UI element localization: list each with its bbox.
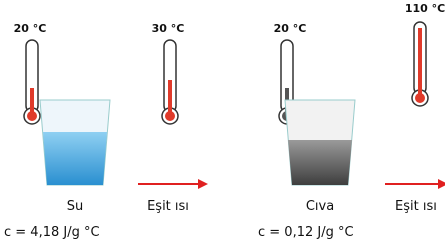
arrow-head (198, 179, 208, 189)
liquid-name: Su (67, 199, 84, 214)
thermometer (24, 40, 40, 124)
specific-heat: c = 0,12 J/g °C (258, 225, 354, 240)
arrow-label: Eşit ısı (395, 199, 437, 214)
liquid-name: Cıva (306, 199, 334, 214)
end-temp: 30 °C (152, 22, 185, 35)
start-temp: 20 °C (274, 22, 307, 35)
specific-heat: c = 4,18 J/g °C (4, 225, 100, 240)
page: 20 °C Su 30 °C Eşit ısı c = 4,18 J/g °C … (0, 0, 445, 244)
mercury (288, 140, 352, 185)
arrow-head (438, 179, 445, 189)
water (43, 132, 107, 185)
illustration: 20 °C Su 30 °C Eşit ısı c = 4,18 J/g °C … (0, 0, 445, 244)
thermometer (412, 22, 428, 106)
mercury-panel: 20 °C Cıva 110 °C Eşit ısı c = 0,12 J/g … (258, 2, 445, 240)
start-temp: 20 °C (14, 22, 47, 35)
thermometer (162, 40, 178, 124)
arrow-label: Eşit ısı (147, 199, 189, 214)
end-temp: 110 °C (405, 2, 445, 15)
water-panel: 20 °C Su 30 °C Eşit ısı c = 4,18 J/g °C (4, 22, 208, 240)
